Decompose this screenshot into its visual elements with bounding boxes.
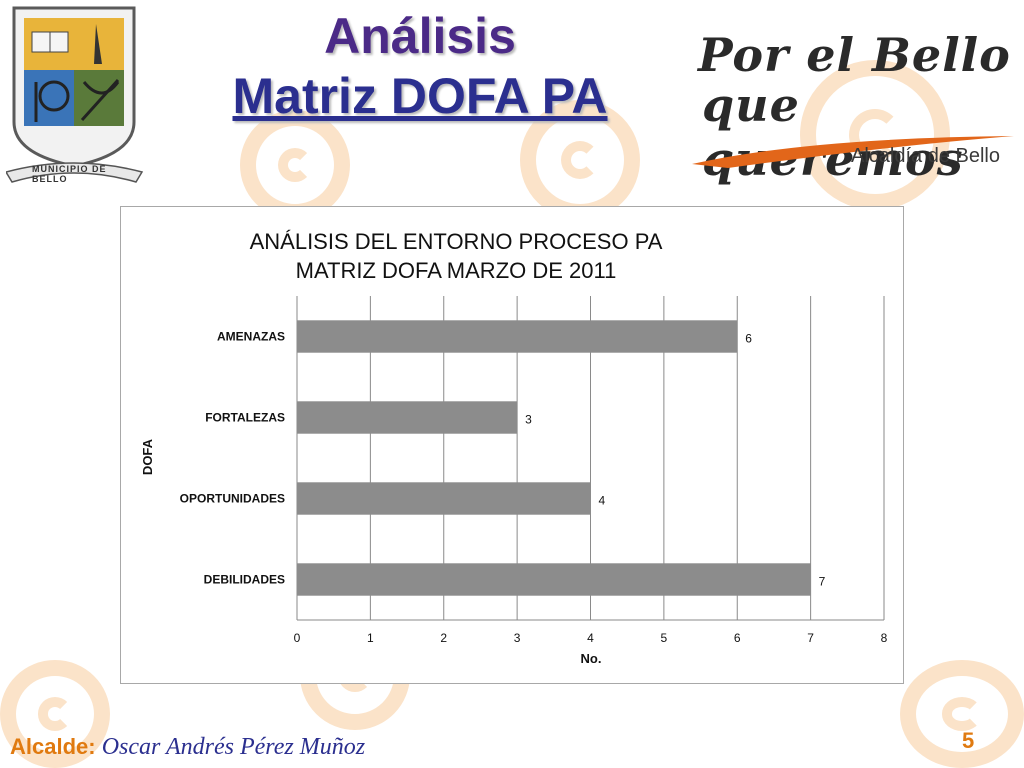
alcaldia-logo: Por el Bello que queremos Alcaldía de Be… (688, 20, 1018, 186)
data-label: 6 (745, 332, 752, 346)
x-tick-label: 7 (807, 631, 814, 645)
bar-amenazas (297, 320, 738, 353)
bar-oportunidades (297, 482, 591, 515)
y-category-label: FORTALEZAS (205, 411, 285, 425)
bar-debilidades (297, 563, 811, 596)
x-tick-label: 6 (734, 631, 741, 645)
page-number: 5 (962, 728, 975, 753)
x-axis-label: No. (581, 651, 602, 666)
x-tick-label: 4 (587, 631, 594, 645)
slogan-line1: Por el Bello (698, 28, 1011, 82)
x-tick-label: 8 (881, 631, 888, 645)
x-tick-label: 1 (367, 631, 374, 645)
crest-label: MUNICIPIO DE BELLO (32, 164, 107, 184)
y-axis-label: DOFA (140, 438, 155, 475)
chart-title-line1: ANÁLISIS DEL ENTORNO PROCESO PA (250, 229, 663, 254)
slide-title-line2: Matriz DOFA PA (232, 68, 608, 124)
data-label: 4 (599, 494, 606, 508)
slide-title-line1: Análisis (324, 8, 516, 64)
footer-mayor-name: Oscar Andrés Pérez Muñoz (101, 734, 366, 760)
y-category-label: DEBILIDADES (204, 573, 285, 587)
brush-stroke-icon (692, 136, 1014, 168)
chart-container: ANÁLISIS DEL ENTORNO PROCESO PA MATRIZ D… (120, 206, 904, 684)
y-category-label: OPORTUNIDADES (180, 492, 285, 506)
x-tick-label: 5 (661, 631, 668, 645)
footer-label: Alcalde: (10, 734, 96, 759)
y-category-label: AMENAZAS (217, 330, 285, 344)
slide-title: Análisis Matriz DOFA PA (170, 6, 670, 126)
dofa-bar-chart: ANÁLISIS DEL ENTORNO PROCESO PA MATRIZ D… (140, 229, 888, 666)
watermark-swirl (240, 110, 350, 220)
footer-mayor: Alcalde: Oscar Andrés Pérez Muñoz (10, 734, 365, 761)
bar-fortalezas (297, 401, 518, 434)
municipality-crest: MUNICIPIO DE BELLO (4, 4, 144, 186)
x-tick-label: 0 (294, 631, 301, 645)
crest-icon (4, 6, 144, 183)
x-tick-label: 3 (514, 631, 521, 645)
data-label: 7 (819, 575, 826, 589)
chart-title-line2: MATRIZ DOFA MARZO DE 2011 (296, 258, 617, 283)
alcaldia-name: Alcaldía de Bello (851, 145, 1000, 167)
x-tick-label: 2 (440, 631, 447, 645)
data-label: 3 (525, 413, 532, 427)
